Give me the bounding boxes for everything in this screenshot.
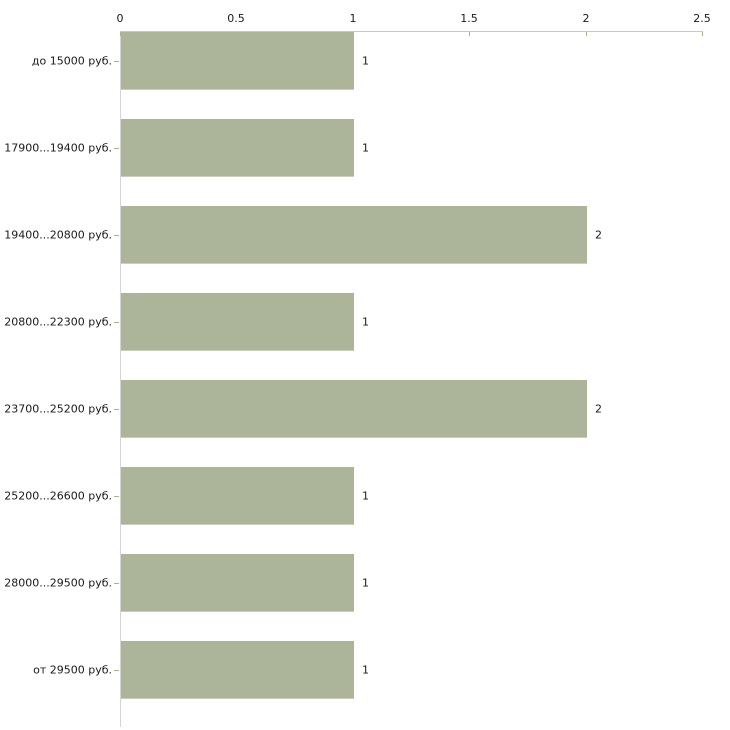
bar-value-label: 1 <box>362 141 369 155</box>
x-axis-tick-label: 1 <box>349 12 357 25</box>
x-axis-tick <box>702 32 703 36</box>
bar <box>121 32 354 90</box>
bar-row: 23700...25200 руб. 2 <box>0 379 730 466</box>
bar-row: до 15000 руб. 1 <box>0 31 730 118</box>
x-axis-tick-label: 0 <box>116 12 124 25</box>
y-axis-line <box>120 32 121 727</box>
category-label: 25200...26600 руб. <box>4 489 112 503</box>
y-axis-tick <box>114 61 119 62</box>
bar <box>121 206 587 264</box>
y-axis-tick <box>114 409 119 410</box>
x-axis-tick-label: 0.5 <box>227 12 245 25</box>
bar-row: от 29500 руб. 1 <box>0 640 730 727</box>
bar-row: 20800...22300 руб. 1 <box>0 292 730 379</box>
x-axis-tick <box>120 32 121 36</box>
bar-value-label: 1 <box>362 54 369 68</box>
x-axis-tick <box>586 32 587 36</box>
bar <box>121 554 354 612</box>
bar <box>121 293 354 351</box>
x-axis-tick-label: 2 <box>582 12 590 25</box>
category-label: 28000...29500 руб. <box>4 576 112 590</box>
category-label: 17900...19400 руб. <box>4 141 112 155</box>
bar <box>121 467 354 525</box>
x-axis-line <box>120 31 703 32</box>
bar <box>121 380 587 438</box>
bar-value-label: 2 <box>595 228 602 242</box>
bar-row: 19400...20800 руб. 2 <box>0 205 730 292</box>
bar-value-label: 1 <box>362 315 369 329</box>
y-axis-tick <box>114 496 119 497</box>
bar-value-label: 2 <box>595 402 602 416</box>
category-label: 23700...25200 руб. <box>4 402 112 416</box>
bar-value-label: 1 <box>362 663 369 677</box>
y-axis-tick <box>114 583 119 584</box>
x-axis-tick-label: 1.5 <box>460 12 478 25</box>
bar <box>121 119 354 177</box>
bar-row: 28000...29500 руб. 1 <box>0 553 730 640</box>
y-axis-tick <box>114 235 119 236</box>
category-label: от 29500 руб. <box>33 663 112 677</box>
x-axis-tick <box>469 32 470 36</box>
y-axis-tick <box>114 670 119 671</box>
bar-row: 25200...26600 руб. 1 <box>0 466 730 553</box>
category-label: до 15000 руб. <box>31 54 112 68</box>
y-axis-tick <box>114 322 119 323</box>
category-label: 19400...20800 руб. <box>4 228 112 242</box>
category-label: 20800...22300 руб. <box>4 315 112 329</box>
bar <box>121 641 354 699</box>
bar-row: 17900...19400 руб. 1 <box>0 118 730 205</box>
bar-value-label: 1 <box>362 576 369 590</box>
y-axis-tick <box>114 148 119 149</box>
x-axis-tick-label: 2.5 <box>693 12 711 25</box>
bar-value-label: 1 <box>362 489 369 503</box>
